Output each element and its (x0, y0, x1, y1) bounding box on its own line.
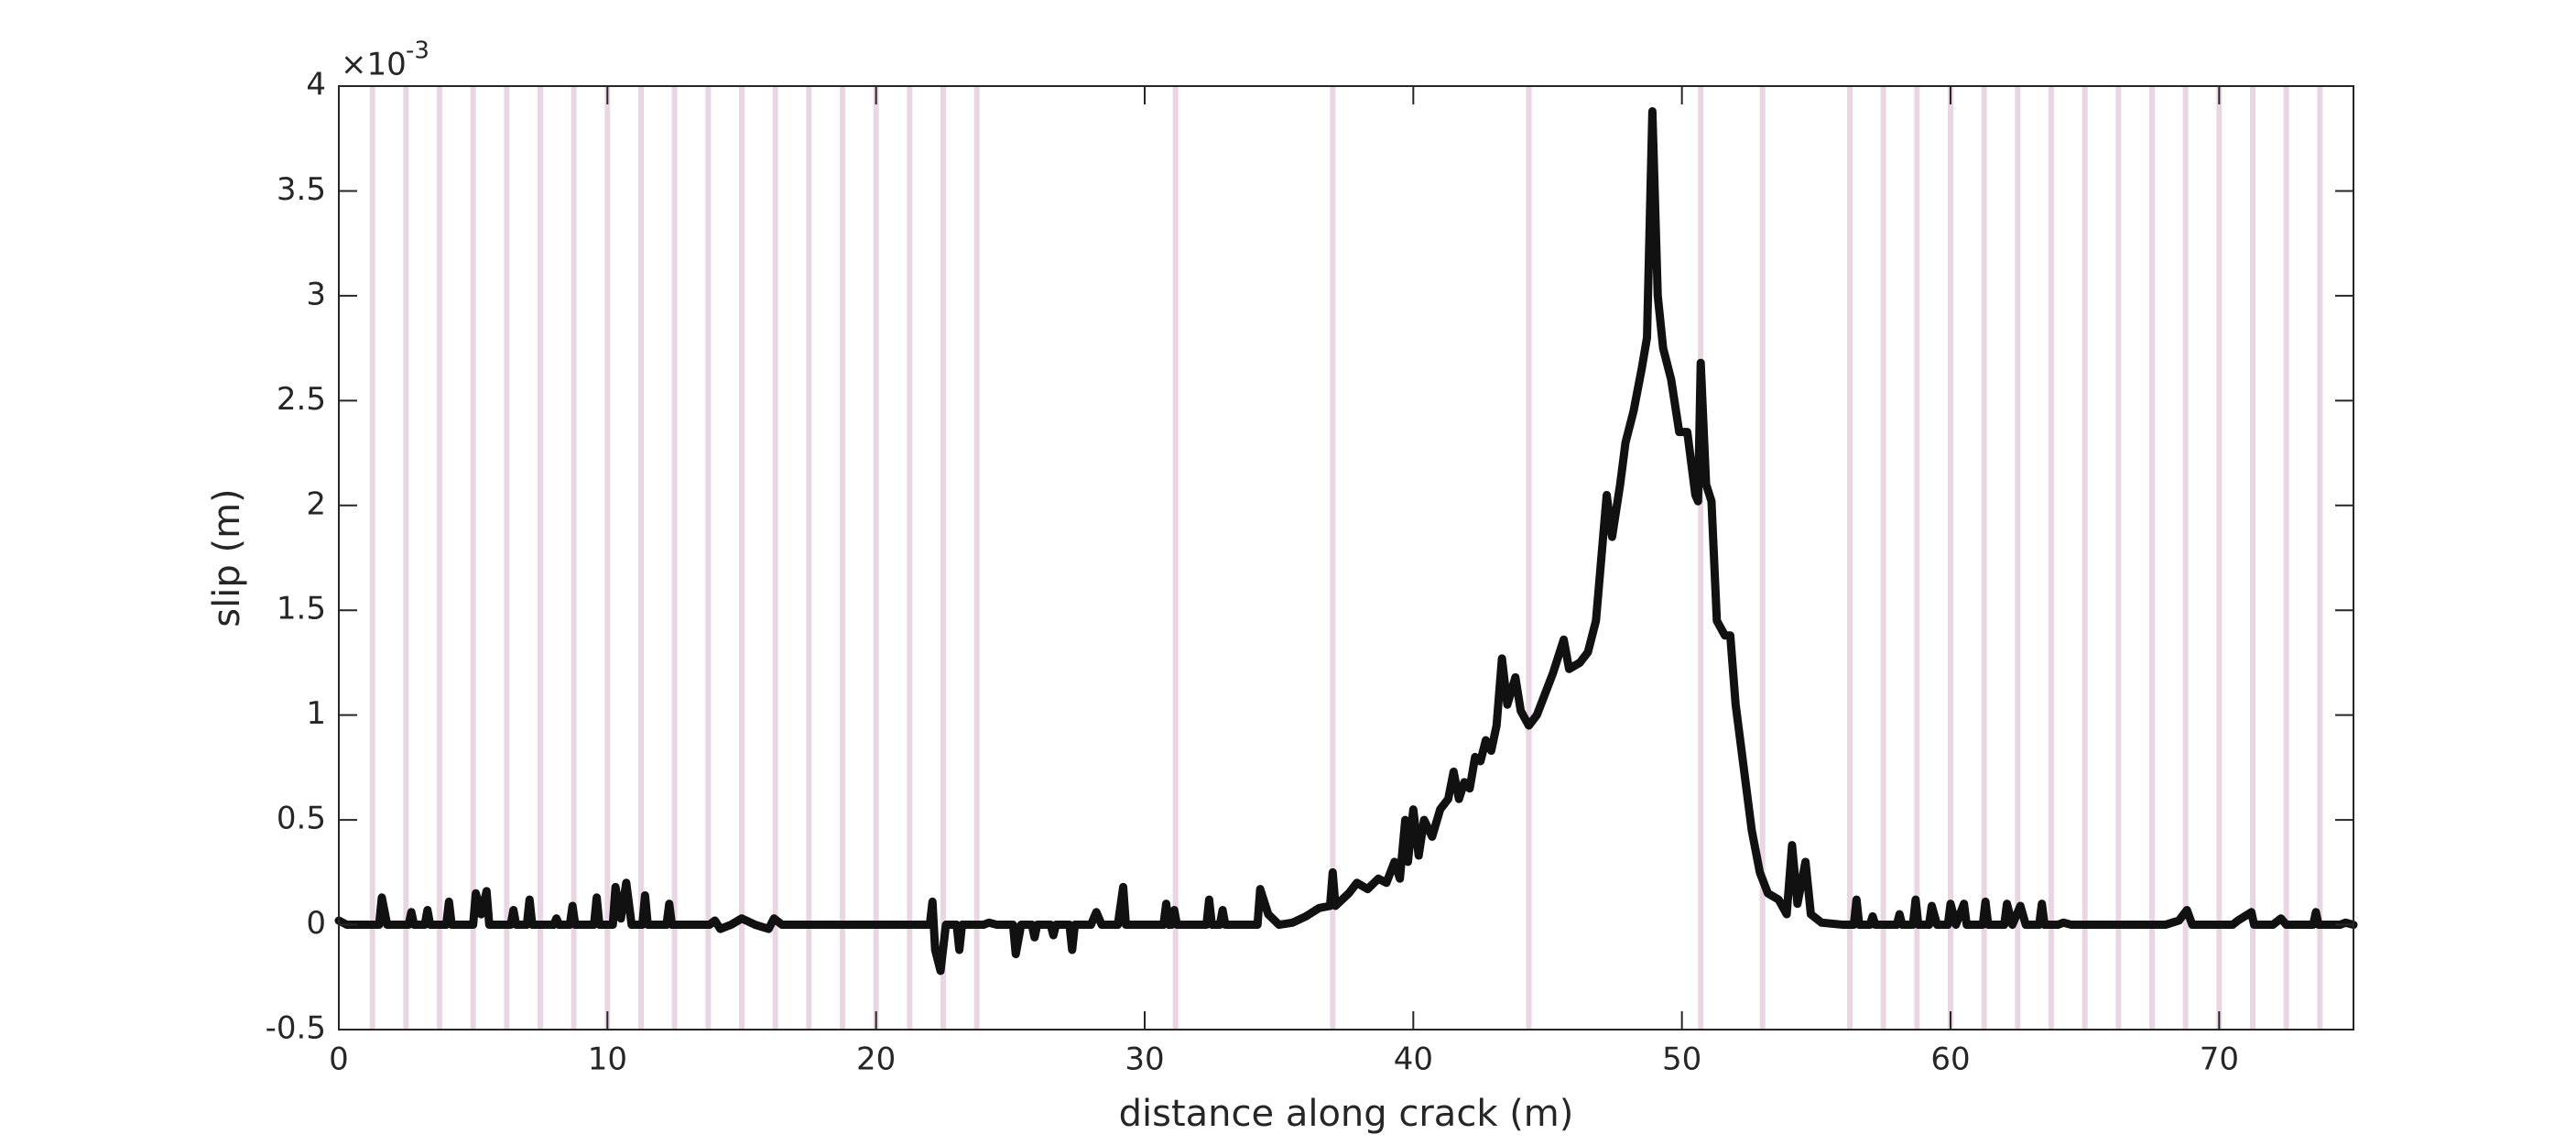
y-scale-base: ×10 (341, 47, 407, 83)
axes-box (338, 85, 2354, 1030)
x-tick-label: 10 (588, 1041, 627, 1078)
y-scale-exponent: -3 (406, 38, 429, 65)
x-tick-label: 40 (1394, 1041, 1433, 1078)
x-tick-label: 50 (1662, 1041, 1701, 1078)
x-axis-label: distance along crack (m) (1119, 1093, 1574, 1135)
y-tick-label: -0.5 (266, 1010, 326, 1047)
y-tick-label: 1.5 (277, 591, 326, 627)
y-axis-label: slip (m) (206, 488, 248, 627)
x-tick-label: 60 (1930, 1041, 1970, 1078)
y-tick-label: 0 (306, 905, 326, 942)
y-tick-label: 2.5 (277, 381, 326, 418)
x-tick-label: 20 (856, 1041, 896, 1078)
y-tick-label: 1 (306, 695, 326, 732)
x-tick-label: 70 (2200, 1041, 2239, 1078)
y-tick-label: 4 (306, 67, 326, 104)
x-tick-label: 0 (329, 1041, 349, 1078)
y-tick-label: 0.5 (277, 801, 326, 837)
x-tick-label: 30 (1125, 1041, 1164, 1078)
y-tick-label: 3.5 (277, 171, 326, 208)
y-tick-label: 3 (306, 276, 326, 312)
y-tick-label: 2 (306, 485, 326, 522)
data-line (334, 106, 2358, 976)
